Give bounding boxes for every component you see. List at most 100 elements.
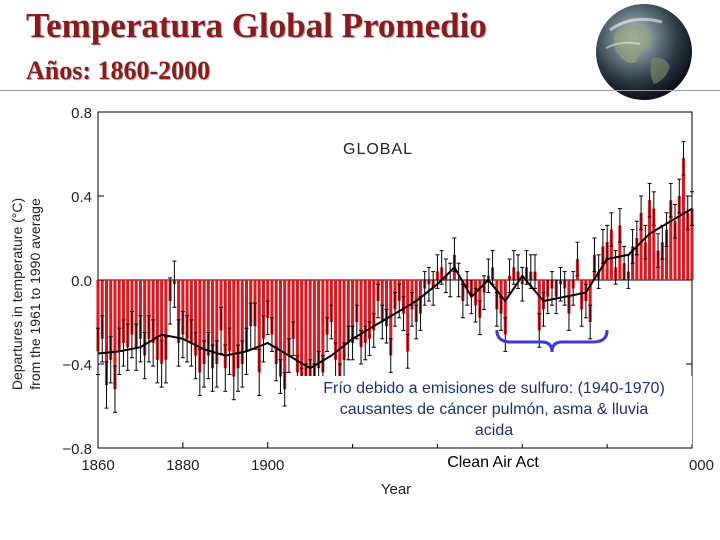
bar-1887 — [211, 280, 215, 369]
bar-1900 — [266, 280, 270, 318]
bar-1864 — [113, 280, 117, 390]
bar-1921 — [355, 280, 359, 322]
bar-1981 — [609, 229, 613, 280]
bar-1907 — [295, 280, 299, 373]
bar-1918 — [342, 280, 346, 360]
bar-1865 — [117, 280, 121, 352]
x-axis: 1860 1880 1900 000 — [81, 442, 714, 474]
bar-1929 — [389, 280, 393, 356]
bar-1875 — [160, 280, 164, 364]
bar-1906 — [291, 280, 295, 339]
y-axis-label-line1: Departures in temperature (°C) — [9, 198, 25, 390]
bar-1863 — [109, 280, 113, 360]
bar-2000 — [690, 208, 694, 280]
bar-1890 — [223, 280, 227, 369]
bar-1909 — [304, 280, 308, 381]
bar-1989 — [643, 242, 647, 280]
x-tick-label-1880: 1880 — [166, 457, 199, 474]
bar-1874 — [155, 280, 159, 360]
y-axis-label-line2: from the 1961 to 1990 average — [27, 198, 43, 390]
bar-1860 — [96, 280, 100, 352]
bar-1987 — [635, 238, 639, 280]
y-axis: 0.8 0.4 0.0 −0.4 −0.8 — [62, 105, 692, 458]
earth-globe-icon — [596, 4, 692, 100]
bar-1998 — [681, 158, 686, 280]
bar-1964 — [537, 280, 541, 331]
bar-1924 — [368, 280, 372, 339]
chart-title: GLOBAL — [343, 141, 413, 158]
bar-1927 — [380, 280, 384, 322]
bar-1880 — [181, 280, 185, 335]
bar-1997 — [677, 196, 681, 280]
annotation-line-1: Frío debido a emisiones de sulfuro: (194… — [323, 380, 665, 397]
bar-1886 — [206, 280, 210, 356]
bar-1867 — [126, 280, 130, 348]
bar-1866 — [121, 280, 125, 343]
bar-1976 — [588, 280, 592, 322]
bar-1888 — [215, 280, 219, 364]
bar-1999 — [686, 212, 690, 280]
slide-subtitle: Años: 1860-2000 — [26, 56, 211, 85]
bar-1917 — [338, 280, 342, 381]
bar-1914 — [325, 280, 329, 335]
y-tick-label-4: −0.8 — [62, 441, 92, 458]
bar-1996 — [673, 221, 677, 280]
smoothed-trend-line — [97, 207, 693, 370]
x-tick-label-1900: 1900 — [251, 457, 284, 474]
y-tick-label-2: 0.0 — [71, 273, 92, 290]
bar-1916 — [334, 280, 338, 360]
bar-1904 — [283, 280, 287, 390]
y-tick-label-3: −0.4 — [62, 357, 92, 374]
bar-1898 — [257, 280, 261, 373]
bar-1902 — [274, 280, 278, 364]
bar-1882 — [189, 280, 193, 343]
bar-1913 — [321, 280, 325, 373]
bar-1933 — [406, 280, 410, 352]
bar-1991 — [652, 208, 656, 280]
cooling-period-brace — [495, 329, 609, 353]
x-tick-label-1860: 1860 — [81, 457, 114, 474]
bar-1928 — [384, 280, 389, 327]
bar-1910 — [308, 280, 312, 377]
bar-1980 — [605, 242, 609, 280]
bar-1872 — [147, 280, 151, 339]
bar-1894 — [240, 280, 244, 364]
slide-title: Temperatura Global Promedio — [26, 6, 487, 45]
temperature-chart: 0.8 0.4 0.0 −0.4 −0.8 1860 1880 1900 000 GLOBAL… — [9, 105, 714, 498]
bar-1993 — [660, 242, 664, 280]
bar-1892 — [232, 280, 236, 377]
bar-1905 — [287, 280, 291, 356]
bar-1994 — [665, 229, 669, 280]
bar-1868 — [130, 280, 134, 335]
y-tick-label-0: 0.8 — [71, 105, 92, 122]
bar-1879 — [177, 280, 181, 343]
bar-1983 — [618, 225, 622, 280]
bar-1925 — [372, 280, 376, 331]
bar-1899 — [261, 280, 265, 339]
x-tick-label-2000: 000 — [689, 457, 714, 474]
bar-1871 — [143, 280, 147, 356]
bar-1922 — [359, 280, 363, 348]
bar-1862 — [104, 280, 109, 385]
bar-1988 — [639, 212, 643, 280]
bar-1876 — [164, 280, 168, 360]
bar-1861 — [100, 280, 104, 339]
header-divider — [0, 90, 720, 91]
bar-1881 — [185, 280, 189, 339]
bar-1901 — [270, 280, 274, 335]
bar-1883 — [194, 280, 198, 356]
bar-1895 — [244, 280, 249, 352]
bar-1884 — [198, 280, 202, 373]
bar-1912 — [317, 280, 321, 369]
annotation-line-3: acida — [474, 422, 514, 439]
bar-1903 — [278, 280, 282, 377]
bar-1873 — [151, 280, 155, 343]
x-axis-label: Year — [381, 481, 411, 498]
bar-1990 — [648, 200, 652, 280]
y-tick-label-1: 0.4 — [71, 189, 92, 206]
bar-1956 — [503, 280, 507, 335]
bar-1870 — [138, 280, 142, 339]
bar-1950 — [478, 280, 482, 318]
bar-1911 — [312, 280, 316, 381]
bar-1923 — [363, 280, 367, 343]
